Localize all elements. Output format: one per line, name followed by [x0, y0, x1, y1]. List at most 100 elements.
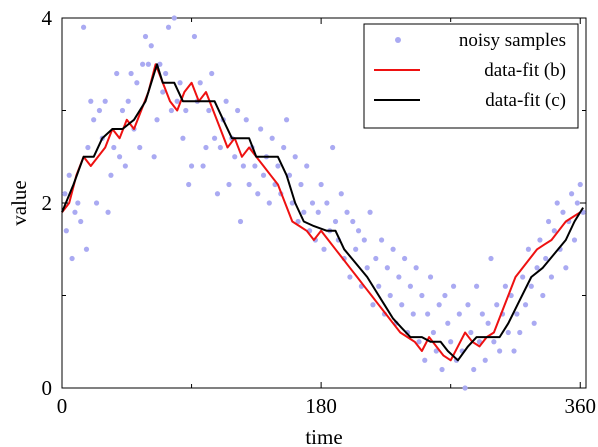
scatter-point [191, 33, 198, 40]
scatter-point [537, 237, 543, 243]
scatter-point [168, 107, 175, 114]
scatter-point [332, 218, 339, 225]
scatter-point [223, 98, 229, 104]
scatter-point [160, 89, 166, 95]
scatter-point [425, 311, 431, 317]
scatter-point [355, 228, 362, 234]
scatter-point [80, 24, 87, 30]
scatter-point [448, 339, 454, 345]
scatter-point [505, 329, 511, 336]
scatter-point [62, 191, 68, 197]
y-tick-label: 4 [42, 6, 53, 30]
scatter-point [283, 117, 290, 123]
scatter-point [445, 320, 451, 326]
scatter-point [471, 366, 477, 373]
scatter-point [203, 144, 209, 151]
scatter-point [105, 209, 111, 215]
scatter-point [180, 135, 186, 141]
scatter-point [255, 191, 261, 197]
scatter-point [367, 209, 373, 215]
scatter-point [361, 237, 367, 243]
series-line-data-fit-c [61, 63, 584, 362]
scatter-point [88, 98, 94, 104]
scatter-point [69, 255, 75, 262]
scatter-point [315, 209, 321, 215]
scatter-point [148, 43, 154, 49]
scatter-point [243, 117, 249, 123]
scatter-point [410, 311, 416, 317]
scatter-point [295, 218, 301, 225]
fit-lines-layer [61, 63, 584, 362]
scatter-point [240, 163, 246, 169]
scatter-point [376, 283, 382, 289]
scatter-point [551, 228, 557, 234]
scatter-point [140, 61, 146, 67]
scatter-point [122, 163, 128, 169]
scatter-point [116, 154, 123, 160]
scatter-point [522, 302, 529, 308]
scatter-point [436, 302, 442, 308]
scatter-point [200, 163, 206, 169]
scatter-point [569, 191, 575, 197]
scatter-point [85, 144, 91, 151]
ticks-layer: 0 180 360 0 2 4 [42, 6, 596, 418]
scatter-point [462, 385, 468, 391]
scatter-point [413, 265, 419, 271]
scatter-point [531, 320, 537, 326]
scatter-point [232, 154, 238, 160]
scatter-point [494, 302, 500, 308]
scatter-point [119, 107, 126, 114]
scatter-point [330, 144, 336, 151]
scatter-point [206, 107, 212, 114]
scatter-point [289, 200, 295, 206]
scatter-point [226, 181, 232, 188]
scatter-point [151, 154, 157, 160]
scatter-point [114, 70, 120, 77]
legend-label-data-fit-b: data-fit (b) [484, 60, 566, 81]
scatter-point [370, 302, 376, 308]
scatter-point [465, 302, 471, 308]
scatter-point [554, 200, 560, 206]
x-axis-label: time [305, 425, 342, 447]
scatter-point [154, 117, 160, 123]
scatter-point [468, 329, 474, 336]
scatter-point [577, 181, 583, 188]
scatter-point [321, 246, 327, 252]
scatter-point [427, 274, 434, 280]
scatter-point [108, 172, 114, 178]
scatter-point [246, 181, 252, 188]
scatter-point [197, 80, 203, 86]
scatter-point [258, 126, 264, 132]
scatter-point [93, 200, 100, 206]
scatter-point [439, 366, 445, 373]
scatter-point [235, 107, 241, 114]
x-tick-label: 360 [564, 394, 596, 418]
scatter-point [353, 246, 359, 252]
scatter-point [96, 107, 103, 114]
scatter-point [78, 218, 84, 225]
scatter-point [574, 200, 580, 206]
scatter-point [102, 98, 108, 104]
scatter-point [214, 191, 221, 197]
scatter-point [450, 283, 457, 289]
scatter-point [419, 292, 425, 299]
scatter-point [252, 163, 258, 169]
scatter-point [72, 209, 78, 215]
scatter-point [338, 191, 344, 197]
scatter-point [347, 274, 353, 280]
scatter-point [502, 283, 508, 289]
scatter-point [111, 144, 117, 151]
scatter-point [211, 135, 218, 141]
scatter-point [304, 163, 310, 169]
scatter-point [350, 218, 356, 225]
scatter-point [399, 302, 405, 308]
x-tick-label: 180 [305, 394, 337, 418]
scatter-point [91, 117, 97, 123]
scatter-point [433, 348, 439, 354]
scatter-point [387, 292, 393, 299]
scatter-point [128, 70, 134, 77]
scatter-point [528, 283, 534, 289]
scatter-point [491, 339, 497, 345]
scatter-point [83, 246, 90, 252]
